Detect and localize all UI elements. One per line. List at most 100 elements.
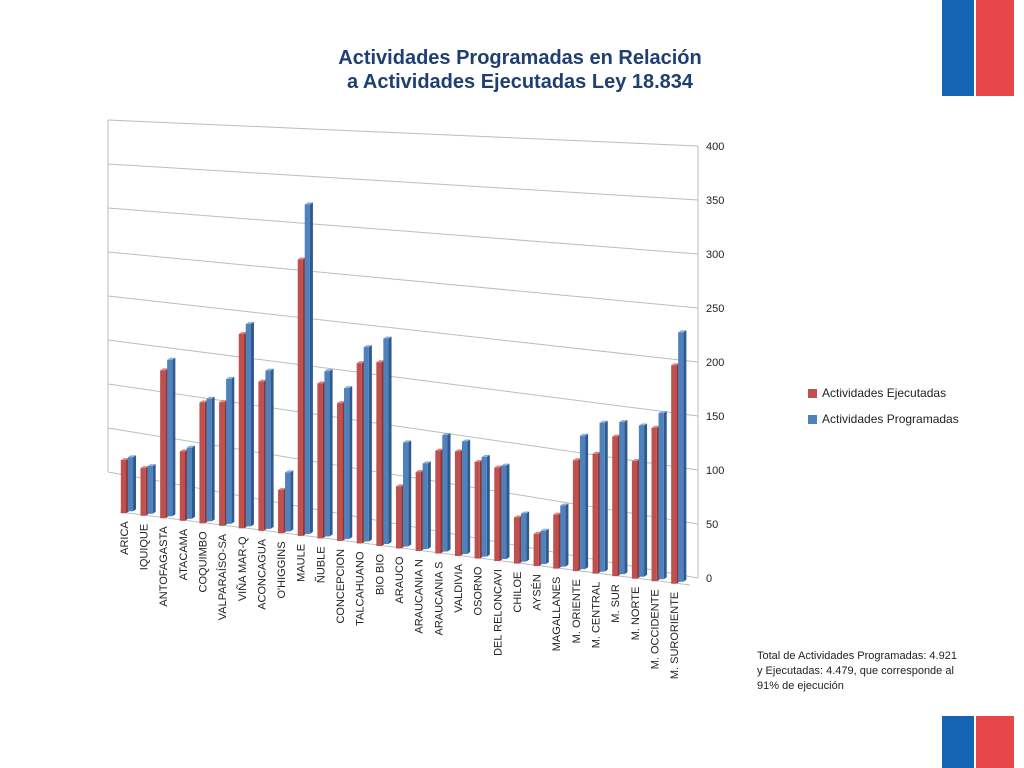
bar-programadas bbox=[403, 440, 412, 547]
summary-note-line-3: 91% de ejecución bbox=[757, 680, 844, 692]
bar-programadas bbox=[206, 396, 215, 522]
y-tick-label: 300 bbox=[706, 249, 724, 261]
chart-title-line-2: a Actividades Ejecutadas Ley 18.834 bbox=[346, 71, 694, 93]
y-tick-label: 0 bbox=[706, 573, 712, 585]
x-tick-label: COQUIMBO bbox=[197, 531, 209, 593]
bar-ejecutadas bbox=[376, 360, 385, 546]
bar-programadas bbox=[638, 423, 648, 577]
legend: Actividades Ejecutadas Actividades Progr… bbox=[808, 380, 959, 432]
x-tick-label: ARAUCANIA S bbox=[433, 562, 445, 636]
legend-label-programadas: Actividades Programadas bbox=[822, 412, 959, 426]
bar-ejecutadas bbox=[415, 470, 424, 552]
x-tick-label: VALPARAÍSO-SA bbox=[216, 533, 229, 620]
bar-ejecutadas bbox=[337, 401, 346, 541]
summary-note-line-1: Total de Actividades Programadas: 4.921 bbox=[757, 650, 957, 662]
bar-programadas bbox=[481, 454, 490, 557]
bar-programadas bbox=[579, 433, 589, 570]
x-tick-label: ACONCAGUA bbox=[256, 538, 268, 610]
bar-ejecutadas bbox=[553, 512, 562, 569]
bar-programadas bbox=[501, 463, 510, 560]
bar-programadas bbox=[540, 528, 549, 565]
bar-programadas bbox=[285, 470, 294, 532]
bar-ejecutadas bbox=[297, 257, 306, 536]
x-tick-label: TALCAHUANO bbox=[355, 551, 367, 626]
x-tick-label: BIO BIO bbox=[374, 554, 386, 595]
bar-ejecutadas bbox=[454, 449, 464, 557]
bar-ejecutadas bbox=[278, 487, 287, 534]
flag-red-stripe-bottom bbox=[976, 716, 1014, 768]
flag-red-stripe-top bbox=[976, 0, 1014, 96]
x-tick-label: AYSÉN bbox=[531, 574, 544, 611]
bar-programadas bbox=[127, 455, 137, 512]
bar-programadas bbox=[226, 376, 235, 524]
bar-ejecutadas bbox=[238, 332, 247, 529]
summary-note: Total de Actividades Programadas: 4.921 … bbox=[757, 649, 977, 694]
bar-ejecutadas bbox=[435, 448, 444, 554]
bar-ejecutadas bbox=[612, 434, 621, 577]
bar-ejecutadas bbox=[533, 531, 542, 567]
bar-ejecutadas bbox=[631, 459, 641, 579]
x-tick-label: M. SURORIENTE bbox=[669, 592, 681, 679]
gridline bbox=[107, 251, 699, 309]
x-tick-label: M. SUR bbox=[610, 584, 622, 623]
x-tick-label: M. CENTRAL bbox=[591, 582, 603, 649]
bar-ejecutadas bbox=[120, 458, 130, 514]
bar-programadas bbox=[324, 369, 333, 537]
summary-note-line-2: y Ejecutadas: 4.479, que corresponde al bbox=[757, 665, 954, 677]
x-tick-label: CONCEPCION bbox=[335, 549, 347, 624]
bar-programadas bbox=[265, 368, 274, 529]
bar-programadas bbox=[363, 345, 372, 542]
bar-programadas bbox=[520, 511, 530, 562]
bar-ejecutadas bbox=[199, 400, 208, 524]
chart-title: Actividades Programadas en Relación a Ac… bbox=[180, 46, 860, 94]
x-tick-label: VIÑA MAR-Q bbox=[236, 536, 249, 601]
bar-programadas bbox=[560, 503, 569, 567]
x-tick-label: DEL RELONCAVI bbox=[492, 569, 504, 656]
bars-layer bbox=[120, 202, 687, 584]
legend-item-programadas: Actividades Programadas bbox=[808, 406, 959, 432]
x-tick-label: M. NORTE bbox=[630, 587, 642, 641]
bar-ejecutadas bbox=[396, 484, 405, 549]
bar-ejecutadas bbox=[179, 449, 188, 521]
x-tick-label: CHILOE bbox=[512, 572, 524, 613]
flag-blue-stripe-bottom bbox=[942, 716, 974, 768]
bar-ejecutadas bbox=[651, 425, 660, 582]
bar-ejecutadas bbox=[513, 515, 523, 564]
y-tick-label: 150 bbox=[706, 411, 724, 423]
x-axis-labels: ARICA IQUIQUE ANTOFAGASTA ATACAMA COQUIMBO VA… bbox=[119, 521, 681, 680]
chart-title-line-1: Actividades Programadas en Relación bbox=[338, 47, 702, 69]
x-tick-label: ARAUCO bbox=[394, 556, 406, 604]
x-tick-label: OSORNO bbox=[473, 566, 485, 615]
bar-programadas bbox=[678, 330, 687, 582]
bar-ejecutadas bbox=[258, 379, 267, 531]
bar-programadas bbox=[422, 461, 431, 550]
gridline bbox=[107, 207, 699, 255]
x-tick-label: M. ORIENTE bbox=[571, 579, 583, 643]
x-tick-label: ANTOFAGASTA bbox=[158, 526, 170, 607]
legend-swatch-ejecutadas bbox=[808, 388, 817, 398]
x-tick-label: ÑUBLE bbox=[314, 546, 327, 583]
bar-ejecutadas bbox=[671, 363, 680, 584]
bar-ejecutadas bbox=[219, 400, 228, 526]
x-tick-label: M. OCCIDENTE bbox=[650, 589, 662, 669]
bar-programadas bbox=[442, 433, 451, 552]
y-tick-label: 250 bbox=[706, 303, 724, 315]
bar-programadas bbox=[383, 336, 392, 544]
legend-item-ejecutadas: Actividades Ejecutadas bbox=[808, 380, 959, 406]
gridline bbox=[107, 339, 699, 417]
flag-blue-stripe-top bbox=[942, 0, 974, 96]
y-tick-label: 50 bbox=[706, 519, 718, 531]
bar-ejecutadas bbox=[160, 368, 169, 519]
x-tick-label: IQUIQUE bbox=[138, 524, 150, 570]
bar-programadas bbox=[147, 464, 156, 514]
bar-ejecutadas bbox=[356, 361, 365, 544]
gridline bbox=[107, 163, 699, 201]
y-tick-label: 400 bbox=[706, 141, 724, 153]
bar-programadas bbox=[599, 420, 608, 572]
bar-ejecutadas bbox=[572, 458, 582, 572]
bar-programadas bbox=[344, 386, 353, 539]
bar-ejecutadas bbox=[592, 451, 601, 574]
bar-programadas bbox=[167, 357, 176, 517]
bar-programadas bbox=[658, 411, 667, 580]
